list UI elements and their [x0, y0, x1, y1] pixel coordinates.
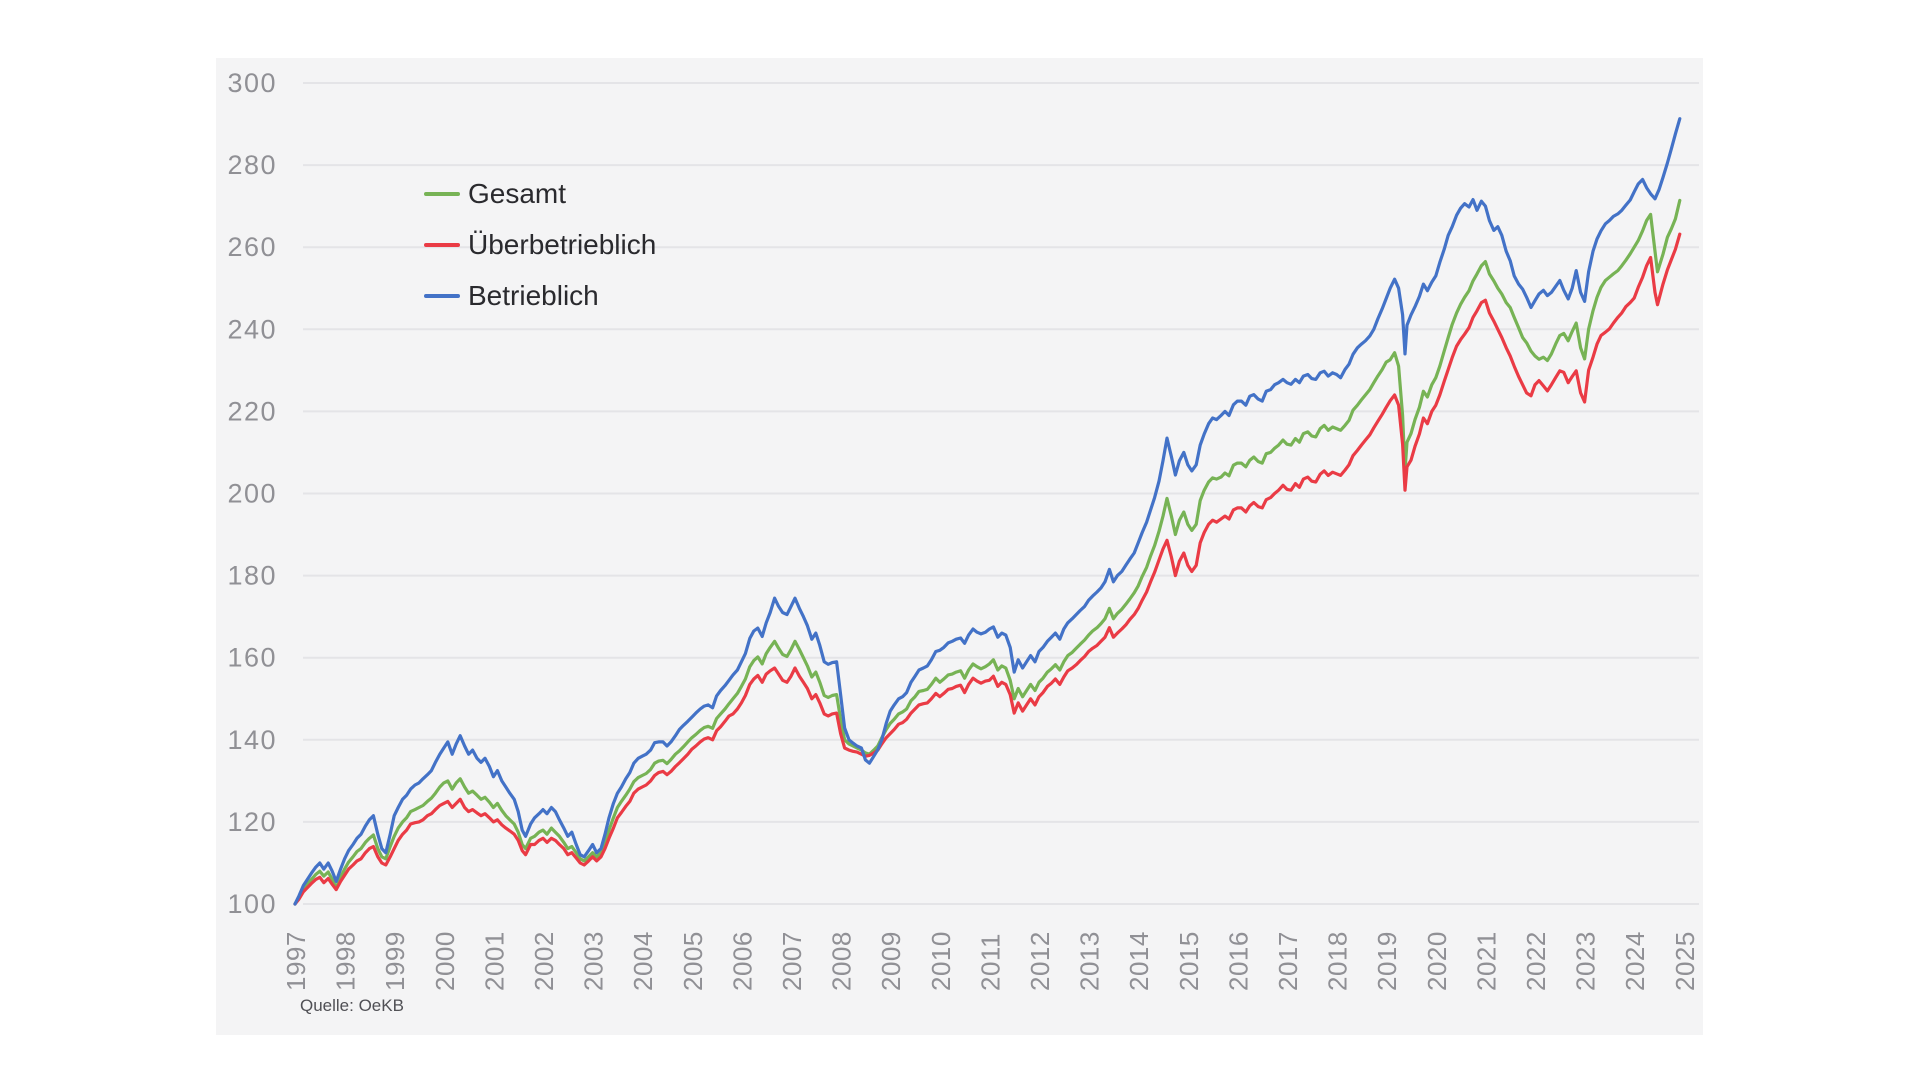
chart-card: 300 280 260 240 220 200 180 160 140 120 100 1997 199… [216, 58, 1703, 1035]
y-tick-label: 240 [227, 314, 277, 344]
y-tick-label: 120 [227, 807, 277, 837]
ueberbetrieblich-line-swatch-icon [424, 242, 460, 247]
legend-label: Überbetrieblich [468, 228, 657, 260]
x-tick-label: 2002 [529, 931, 559, 991]
x-tick-label: 2003 [579, 931, 609, 991]
y-axis-labels: 300 280 260 240 220 200 180 160 140 120 100 [227, 68, 277, 919]
x-tick-label: 2022 [1521, 931, 1551, 991]
x-tick-label: 2021 [1471, 931, 1501, 991]
x-tick-label: 2000 [430, 931, 460, 991]
x-tick-label: 1999 [380, 931, 410, 991]
x-tick-label: 2019 [1372, 931, 1402, 991]
x-tick-label: 2020 [1422, 931, 1452, 991]
y-tick-label: 220 [227, 396, 277, 426]
series-line-überbetrieblich [293, 232, 1682, 906]
x-tick-label: 2017 [1273, 931, 1303, 991]
series-line-betrieblich [293, 117, 1682, 906]
x-tick-label: 2005 [678, 931, 708, 991]
legend-item-gesamt[interactable]: Gesamt [424, 168, 656, 219]
x-tick-label: 2011 [975, 933, 1005, 991]
x-axis-labels: 1997 1998 1999 2000 2001 2002 2003 2004 2005 2006… [281, 931, 1700, 991]
legend-item-ueberbetrieblich[interactable]: Überbetrieblich [424, 219, 656, 270]
y-tick-label: 180 [227, 561, 277, 591]
x-tick-label: 2016 [1223, 931, 1253, 991]
source-note: Quelle: OeKB [300, 996, 404, 1015]
x-tick-label: 2001 [479, 931, 509, 991]
x-tick-label: 2015 [1174, 931, 1204, 991]
x-tick-label: 2023 [1571, 931, 1601, 991]
chart-legend: Gesamt Überbetrieblich Betrieblich [424, 168, 656, 321]
series-line-gesamt [293, 198, 1682, 906]
gridlines [303, 82, 1699, 905]
x-tick-label: 2025 [1670, 931, 1700, 991]
gesamt-line-swatch-icon [424, 191, 460, 196]
legend-item-betrieblich[interactable]: Betrieblich [424, 270, 656, 321]
x-tick-label: 2007 [777, 931, 807, 991]
x-tick-label: 2018 [1323, 931, 1353, 991]
x-tick-label: 2010 [926, 931, 956, 991]
x-tick-label: 2004 [628, 931, 658, 991]
x-tick-label: 2012 [1025, 931, 1055, 991]
y-tick-label: 200 [227, 479, 277, 509]
x-tick-label: 2013 [1075, 931, 1105, 991]
y-tick-label: 100 [227, 889, 277, 919]
x-tick-label: 2009 [876, 931, 906, 991]
legend-label: Betrieblich [468, 279, 599, 311]
y-tick-label: 160 [227, 643, 277, 673]
betrieblich-line-swatch-icon [424, 293, 460, 298]
y-tick-label: 140 [227, 725, 277, 755]
legend-label: Gesamt [468, 177, 567, 209]
y-tick-label: 300 [227, 68, 277, 98]
y-tick-label: 260 [227, 232, 277, 262]
x-tick-label: 1997 [281, 931, 311, 991]
x-tick-label: 2006 [727, 931, 757, 991]
x-tick-label: 2008 [827, 931, 857, 991]
series-lines [293, 117, 1682, 906]
x-tick-label: 2024 [1620, 931, 1650, 991]
x-tick-label: 1998 [331, 931, 361, 991]
x-tick-label: 2014 [1124, 931, 1154, 991]
y-tick-label: 280 [227, 150, 277, 180]
